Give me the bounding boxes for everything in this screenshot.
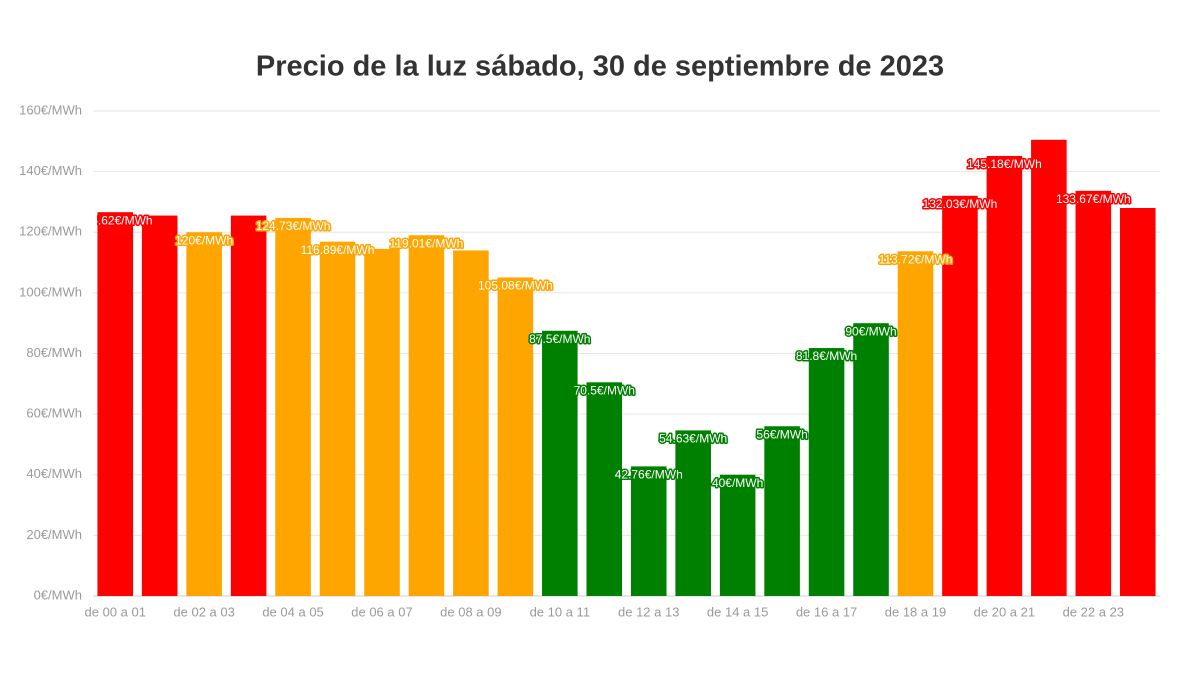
bar xyxy=(586,382,623,596)
bar xyxy=(808,348,845,596)
bar xyxy=(275,217,311,597)
x-tick-label: de 16 a 17 xyxy=(796,604,857,619)
bar xyxy=(319,241,356,596)
bar xyxy=(942,195,978,596)
bar xyxy=(186,232,222,596)
value-label: 119.01€/MWh xyxy=(390,236,464,250)
y-tick-label: 140€/MWh xyxy=(19,163,82,178)
chart-title: Precio de la luz sábado, 30 de septiembr… xyxy=(256,51,944,83)
x-tick-label: de 10 a 11 xyxy=(530,604,590,619)
value-label: 120€/MWh xyxy=(175,233,233,247)
value-label: 56€/MWh xyxy=(756,427,807,441)
value-labels: 126.62€/MWh 120€/MWh 124.73€/MWh 116.89€/MW… xyxy=(78,156,1132,492)
y-tick-label: 100€/MWh xyxy=(19,284,82,299)
x-tick-label: de 18 a 19 xyxy=(885,604,946,619)
y-tick-label: 120€/MWh xyxy=(19,224,82,239)
bar xyxy=(453,250,489,596)
value-label: 113.72€/MWh xyxy=(879,252,953,266)
x-tick-label: de 08 a 09 xyxy=(440,604,501,619)
bar xyxy=(364,248,400,596)
y-tick-label: 20€/MWh xyxy=(26,527,82,542)
x-tick-label: de 06 a 07 xyxy=(351,604,412,619)
bar xyxy=(986,155,1023,596)
value-label: 105.08€/MWh xyxy=(478,279,553,293)
value-label: 42.76€/MWh xyxy=(615,468,683,482)
value-label: 54.63€/MWh xyxy=(659,432,727,446)
value-label: 145.18€/MWh xyxy=(967,157,1042,171)
bar xyxy=(497,277,534,596)
y-tick-label: 80€/MWh xyxy=(26,345,82,360)
bar xyxy=(141,215,178,596)
value-label: 124.73€/MWh xyxy=(256,219,331,233)
x-tick-label: de 20 a 21 xyxy=(974,604,1035,619)
x-tick-label: de 22 a 23 xyxy=(1063,604,1124,619)
y-tick-label: 40€/MWh xyxy=(26,466,82,481)
value-label: 81.8€/MWh xyxy=(796,349,857,363)
value-label: 132.03€/MWh xyxy=(923,197,998,211)
bar xyxy=(853,323,889,596)
x-tick-label: de 14 a 15 xyxy=(707,604,768,619)
y-tick-label: 60€/MWh xyxy=(26,406,82,421)
bar xyxy=(408,235,445,597)
bar xyxy=(542,330,578,596)
y-tick-label: 0€/MWh xyxy=(34,587,82,602)
grid: 0€/MWh 20€/MWh 40€/MWh 60€/MWh 80€/MWh 100€/M… xyxy=(19,102,1160,619)
value-label: 40€/MWh xyxy=(712,476,763,490)
value-label: 133.67€/MWh xyxy=(1056,192,1131,206)
bars xyxy=(97,139,1156,597)
value-label: 70.5€/MWh xyxy=(574,383,635,397)
value-label: 87.5€/MWh xyxy=(529,332,590,346)
x-tick-label: de 00 a 01 xyxy=(85,604,146,619)
bar xyxy=(1119,208,1156,596)
bar xyxy=(1031,139,1067,596)
bar xyxy=(675,430,711,596)
value-label: 90€/MWh xyxy=(845,324,896,338)
bar xyxy=(1075,190,1112,596)
bar xyxy=(719,474,756,596)
value-label: 126.62€/MWh xyxy=(78,213,153,227)
value-label: 116.89€/MWh xyxy=(301,243,375,257)
y-tick-label: 160€/MWh xyxy=(19,102,82,117)
bar xyxy=(230,215,267,596)
bar xyxy=(97,212,134,597)
bar xyxy=(897,251,934,596)
x-tick-label: de 12 a 13 xyxy=(618,604,679,619)
x-tick-label: de 02 a 03 xyxy=(173,604,234,619)
bar xyxy=(764,426,800,596)
x-tick-label: de 04 a 05 xyxy=(262,604,323,619)
bar xyxy=(630,466,667,596)
